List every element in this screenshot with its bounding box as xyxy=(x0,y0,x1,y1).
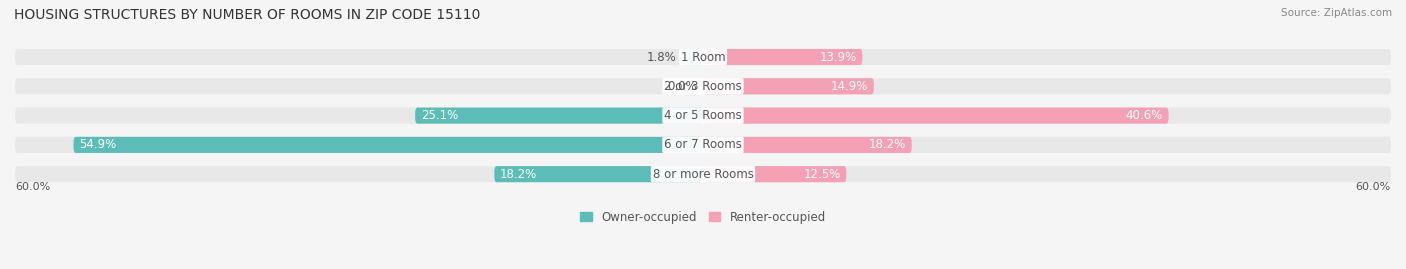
FancyBboxPatch shape xyxy=(703,108,1168,124)
FancyBboxPatch shape xyxy=(15,166,1391,182)
FancyBboxPatch shape xyxy=(495,166,703,182)
Text: HOUSING STRUCTURES BY NUMBER OF ROOMS IN ZIP CODE 15110: HOUSING STRUCTURES BY NUMBER OF ROOMS IN… xyxy=(14,8,481,22)
FancyBboxPatch shape xyxy=(73,137,703,153)
Text: 4 or 5 Rooms: 4 or 5 Rooms xyxy=(664,109,742,122)
FancyBboxPatch shape xyxy=(682,49,703,65)
Text: 18.2%: 18.2% xyxy=(501,168,537,181)
FancyBboxPatch shape xyxy=(703,137,911,153)
Text: 54.9%: 54.9% xyxy=(79,138,117,151)
Text: 40.6%: 40.6% xyxy=(1126,109,1163,122)
Text: 13.9%: 13.9% xyxy=(820,51,856,63)
FancyBboxPatch shape xyxy=(15,137,1391,153)
Text: 2 or 3 Rooms: 2 or 3 Rooms xyxy=(664,80,742,93)
Text: 60.0%: 60.0% xyxy=(1355,182,1391,192)
FancyBboxPatch shape xyxy=(15,108,1391,124)
Text: 8 or more Rooms: 8 or more Rooms xyxy=(652,168,754,181)
FancyBboxPatch shape xyxy=(703,49,862,65)
Text: 18.2%: 18.2% xyxy=(869,138,905,151)
Text: 1 Room: 1 Room xyxy=(681,51,725,63)
Text: 1.8%: 1.8% xyxy=(647,51,676,63)
Text: 0.0%: 0.0% xyxy=(668,80,697,93)
Text: 14.9%: 14.9% xyxy=(831,80,868,93)
FancyBboxPatch shape xyxy=(703,78,875,94)
Text: 6 or 7 Rooms: 6 or 7 Rooms xyxy=(664,138,742,151)
FancyBboxPatch shape xyxy=(415,108,703,124)
Legend: Owner-occupied, Renter-occupied: Owner-occupied, Renter-occupied xyxy=(575,206,831,228)
Text: 25.1%: 25.1% xyxy=(420,109,458,122)
Text: 12.5%: 12.5% xyxy=(803,168,841,181)
Text: 60.0%: 60.0% xyxy=(15,182,51,192)
FancyBboxPatch shape xyxy=(15,78,1391,94)
FancyBboxPatch shape xyxy=(703,166,846,182)
Text: Source: ZipAtlas.com: Source: ZipAtlas.com xyxy=(1281,8,1392,18)
FancyBboxPatch shape xyxy=(15,49,1391,65)
